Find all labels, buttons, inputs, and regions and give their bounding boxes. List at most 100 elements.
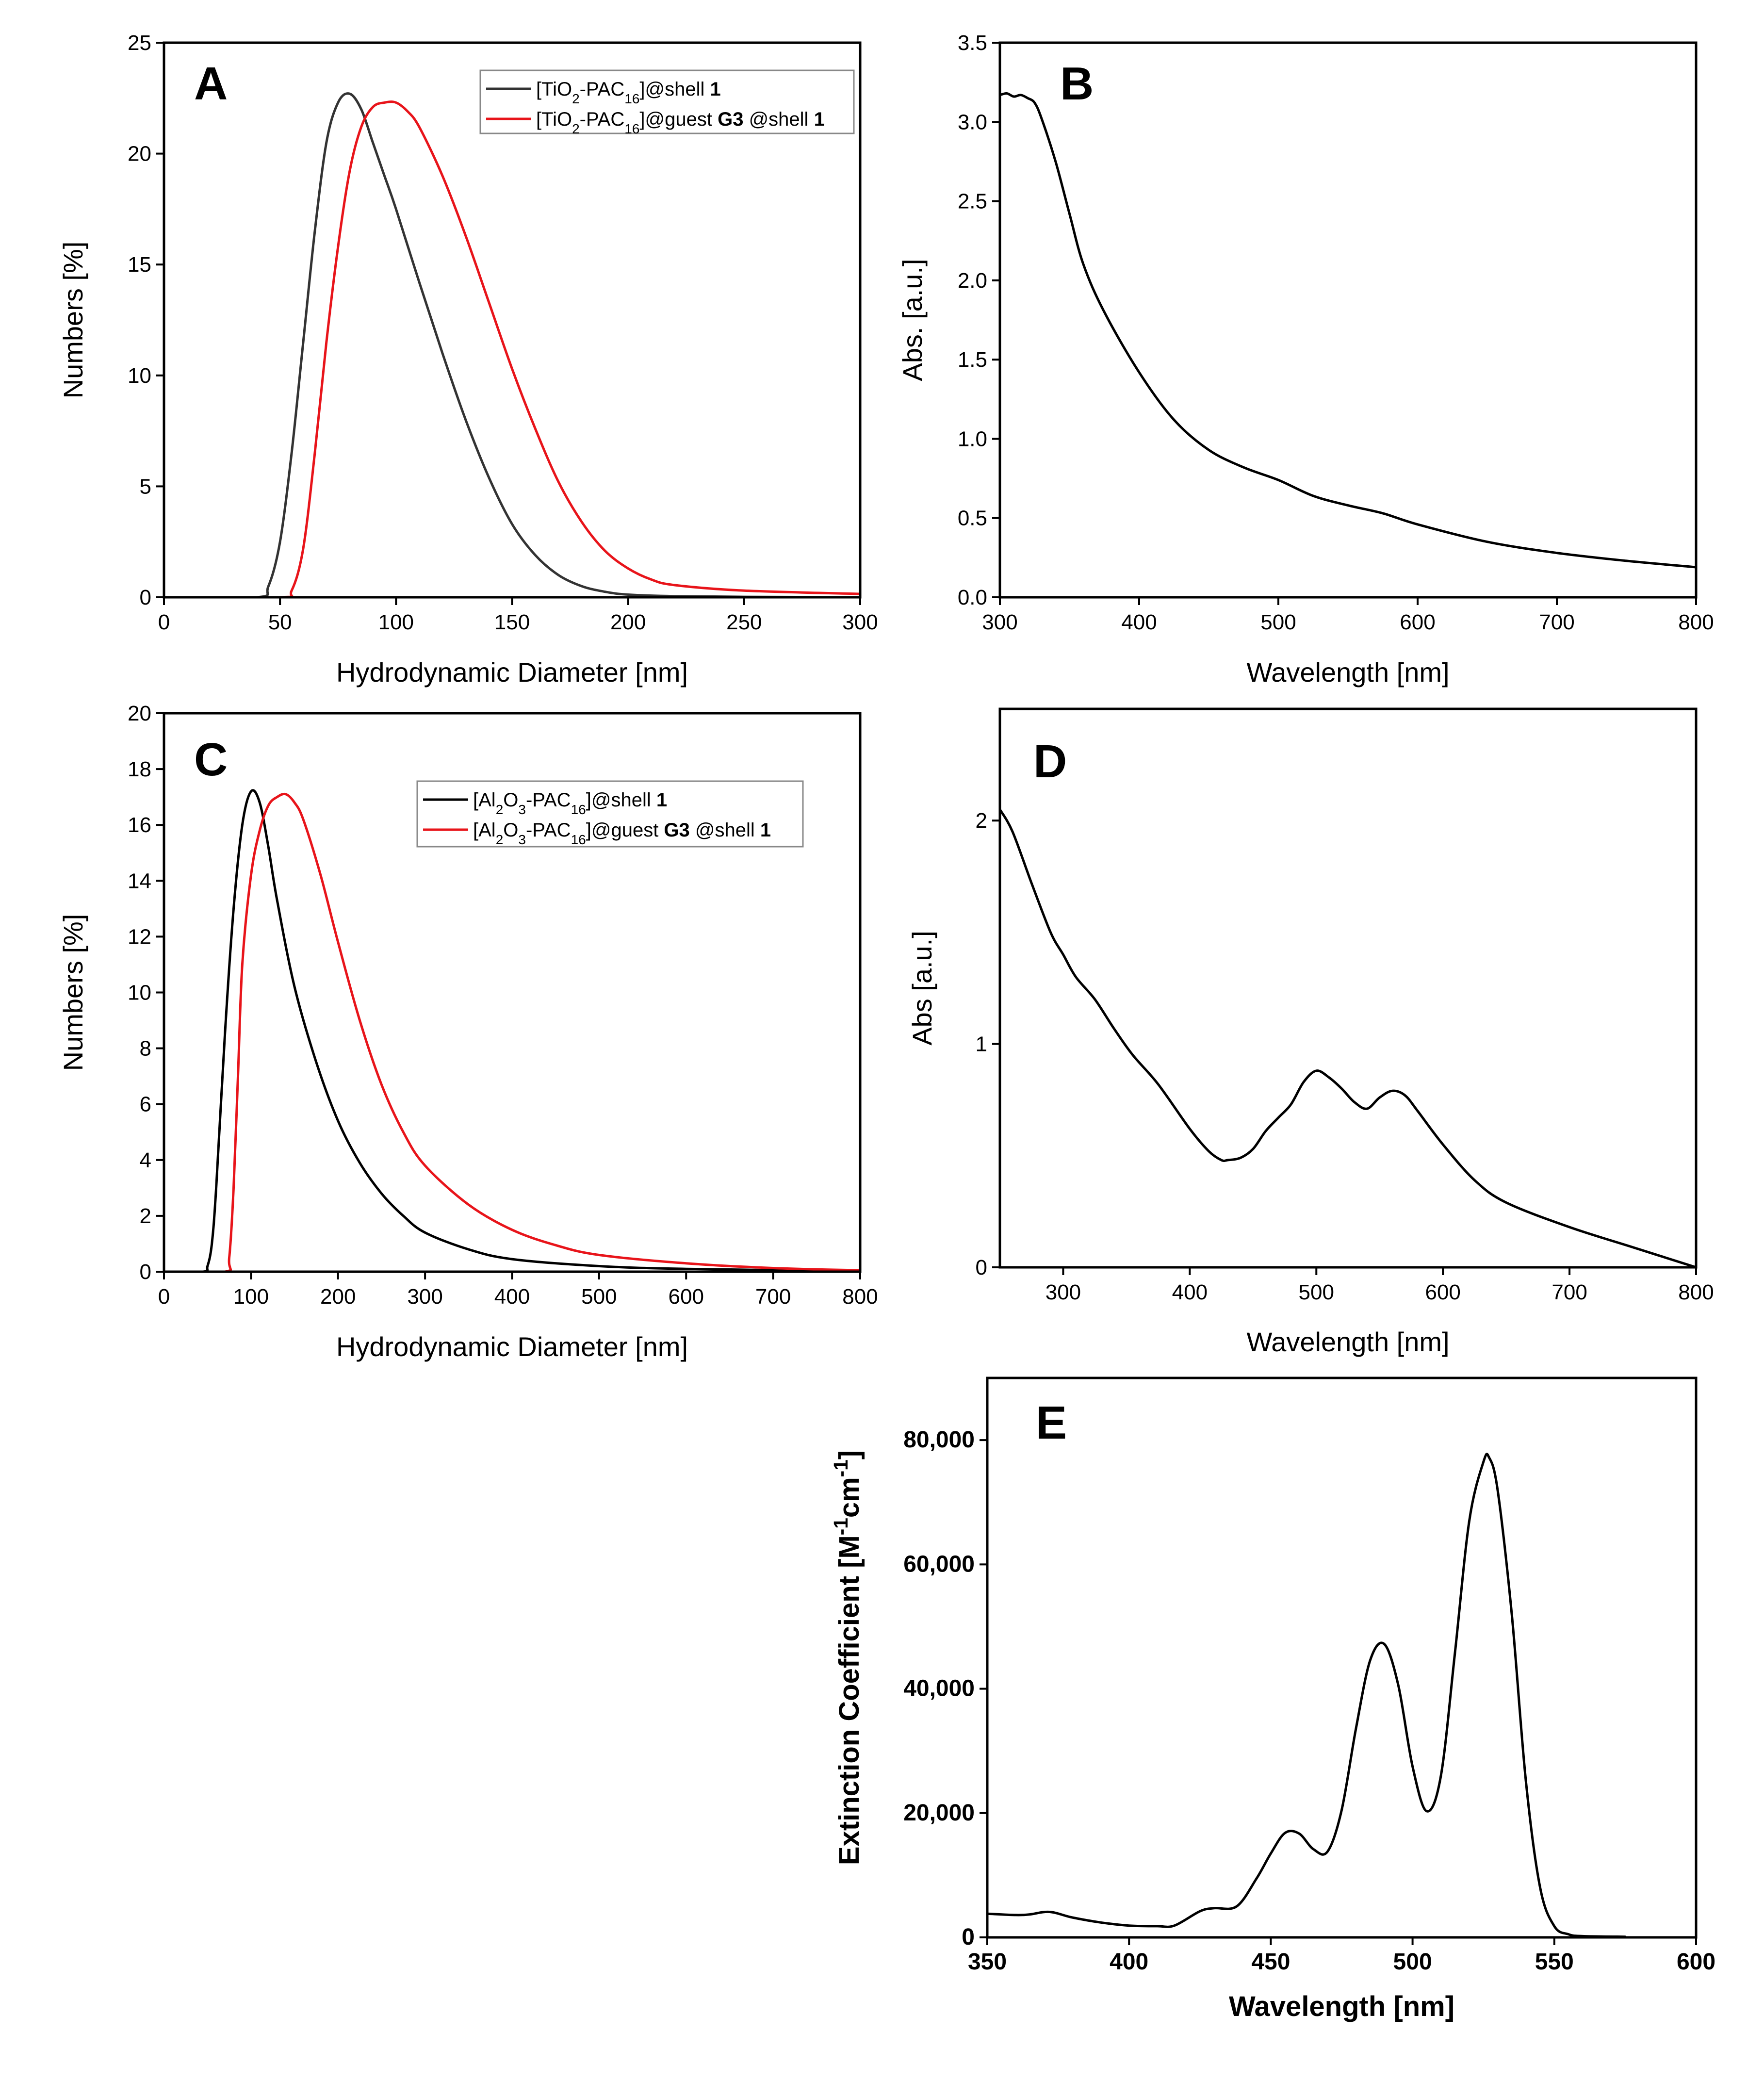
x-axis-label: Wavelength [nm] [1246,657,1449,688]
y-tick-label: 40,000 [903,1676,975,1702]
y-axis-label: Numbers [%] [58,914,88,1071]
y-tick-label: 18 [128,757,151,781]
x-tick-label: 100 [378,610,414,634]
x-axis-label: Wavelength [nm] [1246,1327,1449,1357]
x-tick-label: 500 [1299,1280,1334,1304]
y-tick-label: 4 [140,1148,151,1172]
x-tick-label: 600 [1425,1280,1460,1304]
y-tick-label: 6 [140,1093,151,1116]
legend: [Al2O3-PAC16]@shell 1[Al2O3-PAC16]@guest… [416,780,804,848]
y-tick-label: 20 [128,702,151,725]
panel-letter: A [194,58,228,110]
y-axis-label: Abs [a.u.] [907,931,937,1046]
x-tick-label: 350 [968,1949,1007,1975]
x-tick-label: 200 [320,1285,356,1309]
x-tick-label: 800 [1678,1280,1714,1304]
y-tick-label: 1.0 [958,427,987,451]
y-tick-label: 0 [140,1260,151,1284]
panel-letter: D [1033,736,1067,787]
x-tick-label: 700 [755,1285,791,1309]
x-tick-label: 800 [842,1285,878,1309]
chart-panel-b: 300 400 500 600 700 800 0.0 0.5 1.0 1.5 2.0 2.5 3.0 3… [897,31,1714,688]
panel-letter: C [194,734,228,786]
panel-letter: E [1036,1397,1067,1449]
y-tick-label: 2 [976,809,987,833]
y-tick-label: 12 [128,925,151,949]
x-tick-label: 300 [842,610,878,634]
series-line-a-2 [164,100,860,597]
y-tick-label: 25 [128,31,151,55]
y-tick-label: 1 [976,1032,987,1056]
legend-box [479,69,855,134]
y-tick-label: 20,000 [903,1800,975,1826]
y-tick-label: 15 [128,253,151,277]
x-tick-label: 600 [669,1285,704,1309]
y-tick-label: 0.0 [958,586,987,609]
y-tick-label: 0 [962,1924,975,1950]
x-tick-label: 0 [158,610,170,634]
x-tick-label: 400 [1121,610,1157,634]
y-tick-label: 2.5 [958,190,987,213]
x-tick-label: 300 [982,610,1017,634]
y-tick-label: 0.5 [958,507,987,530]
y-tick-label: 2.0 [958,269,987,293]
x-tick-label: 400 [494,1285,530,1309]
series-line-c-1 [164,789,860,1272]
x-tick-label: 500 [581,1285,617,1309]
x-tick-label: 150 [494,610,530,634]
y-tick-label: 16 [128,813,151,837]
plot-frame [998,707,1698,1269]
legend: [TiO2-PAC16]@shell 1 [TiO2-PAC16]@guest G… [479,69,855,136]
legend-entry: [TiO2-PAC16]@guest G3 @shell 1 [536,109,825,136]
x-tick-label: 0 [158,1285,170,1309]
x-tick-label: 450 [1251,1949,1290,1975]
x-tick-label: 600 [1677,1949,1715,1975]
charts: 0 50 100 150 200 250 3000510152025Hydrodynamic… [58,31,1715,2022]
x-tick-label: 250 [726,610,762,634]
series-line-c-2 [164,792,860,1272]
series-line-a-1 [164,92,860,597]
y-axis-label: Extinction Coefficient [M-1cm-1] [830,1450,865,1865]
chart-panel-a: 0 50 100 150 200 250 300 0 5 10 15 20 25 Hydrodynamic… [58,31,878,688]
y-tick-label: 1.5 [958,348,987,372]
x-tick-label: 500 [1260,610,1296,634]
legend-entry: [Al2O3-PAC16]@guest G3 @shell 1 [473,819,771,847]
y-axis-label: Abs. [a.u.] [897,259,928,381]
plot-frame [998,41,1698,599]
y-tick-label: 2 [140,1204,151,1228]
legend-box [416,780,804,848]
y-tick-label: 10 [128,364,151,388]
y-axis-label: Numbers [%] [58,242,88,399]
x-axis-label: Wavelength [nm] [1229,1991,1454,2022]
x-tick-label: 600 [1400,610,1435,634]
series-line-d-1 [1000,808,1696,1267]
x-tick-label: 50 [268,610,292,634]
y-tick-label: 3.0 [958,110,987,134]
legend-entry: [TiO2-PAC16]@shell 1 [536,79,721,106]
legend-entry: [Al2O3-PAC16]@shell 1 [473,789,667,817]
plot-frame [986,1376,1698,1939]
series-line-e-1 [987,1453,1627,1937]
x-tick-label: 700 [1539,610,1574,634]
x-tick-label: 400 [1110,1949,1148,1975]
y-tick-label: 20 [128,142,151,166]
x-tick-label: 800 [1678,610,1714,634]
x-tick-label: 200 [610,610,646,634]
y-tick-label: 3.5 [958,31,987,55]
x-tick-label: 300 [1045,1280,1081,1304]
x-tick-label: 400 [1172,1280,1208,1304]
x-tick-label: 700 [1552,1280,1587,1304]
chart-panel-d: 300 400 500 600 700 800 0 1 2 Wavelength [nm] Abs … [907,707,1714,1357]
y-tick-label: 5 [140,475,151,498]
y-tick-label: 8 [140,1037,151,1061]
x-tick-label: 500 [1393,1949,1432,1975]
x-tick-label: 550 [1535,1949,1574,1975]
series-line-b-1 [1000,92,1696,569]
y-tick-label: 10 [128,981,151,1005]
y-tick-label: 0 [140,586,151,609]
panel-letter: B [1060,58,1094,110]
chart-panel-e: 350 400 450 500 550 600 0 20,000 40,000 60,000 80,… [830,1376,1715,2022]
y-tick-label: 0 [976,1256,987,1279]
x-axis-label: Hydrodynamic Diameter [nm] [336,657,688,688]
